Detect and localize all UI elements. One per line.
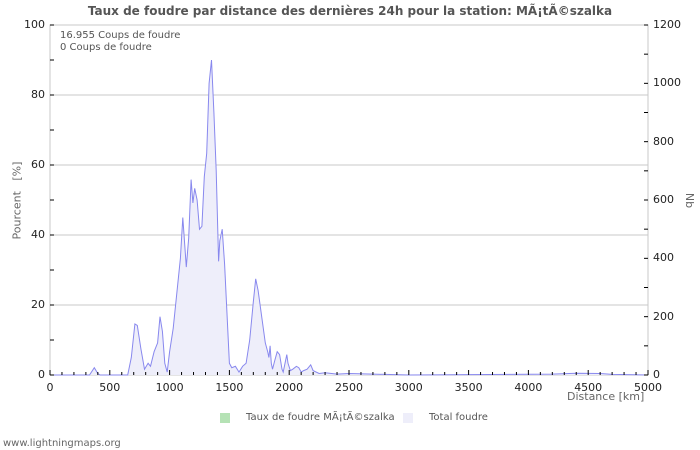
annotation-station: 0 Coups de foudre <box>60 42 152 53</box>
legend-item-total: Total foudre <box>403 412 488 423</box>
plot-frame <box>49 24 649 376</box>
x-axis-title: Distance [km] <box>567 390 645 403</box>
y-right-tick-label: 1000 <box>653 76 681 90</box>
x-tick-label: 5000 <box>634 381 662 394</box>
x-tick-label: 4000 <box>514 381 543 394</box>
y-left-axis-title: Pourcent [%] <box>10 161 24 240</box>
x-tick-label: 500 <box>99 381 121 394</box>
y-right-tick-label: 1200 <box>653 18 681 31</box>
y-left-tick-label: 20 <box>31 298 45 311</box>
y-left-tick-label: 80 <box>31 88 45 101</box>
y-right-tick-label: 0 <box>653 368 660 381</box>
legend-label-station: Taux de foudre MÃ¡tÃ©szalka <box>246 412 395 423</box>
y-right-tick-label: 800 <box>653 134 674 148</box>
x-tick-label: 0 <box>46 381 54 394</box>
x-tick-label: 1000 <box>155 381 184 394</box>
footer-source: www.lightningmaps.org <box>3 438 121 449</box>
y-left-tick-label: 100 <box>24 18 45 31</box>
chart-title: Taux de foudre par distance des dernière… <box>87 4 613 18</box>
legend-swatch-lavender <box>403 412 413 423</box>
legend-item-station: Taux de foudre MÃ¡tÃ©szalka <box>220 412 395 423</box>
y-right-axis-title: Nb <box>683 192 697 209</box>
y-right-tick-label: 200 <box>653 309 674 323</box>
y-left-tick-label: 0 <box>38 368 45 381</box>
y-left-tick-label: 40 <box>31 228 45 241</box>
total-foudre-area <box>50 60 648 375</box>
x-tick-label: 4500 <box>574 381 603 394</box>
y-left-tick-label: 60 <box>31 158 45 171</box>
x-tick-label: 3500 <box>454 381 483 394</box>
legend-swatch-green <box>220 412 230 423</box>
total-foudre-line <box>50 59 649 376</box>
x-tick-label: 2500 <box>335 381 363 394</box>
x-tick-label: 1500 <box>215 381 244 394</box>
x-tick-label: 3000 <box>394 381 423 394</box>
annotation-total: 16.955 Coups de foudre <box>60 30 181 41</box>
y-right-tick-label: 400 <box>653 251 674 265</box>
x-tick-label: 2000 <box>275 381 304 394</box>
legend-label-total: Total foudre <box>429 412 488 423</box>
y-right-tick-label: 600 <box>653 193 674 206</box>
